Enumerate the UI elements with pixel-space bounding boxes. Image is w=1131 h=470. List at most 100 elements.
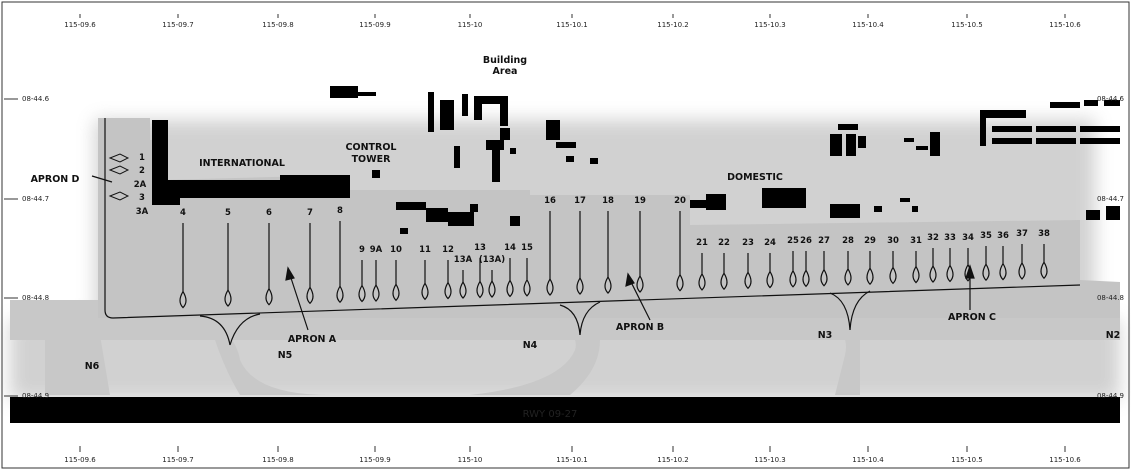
gate-label: 2 <box>139 166 145 176</box>
longitude-label-bottom: 115-09.8 <box>262 456 293 464</box>
longitude-label-top: 115-09.9 <box>359 21 390 29</box>
apron-c-label: APRON C <box>948 312 996 323</box>
apron-d-label: APRON D <box>31 174 80 185</box>
gate-label: 15 <box>521 243 533 253</box>
longitude-label-top: 115-10.6 <box>1049 21 1081 29</box>
longitude-label-bottom: 115-10.4 <box>852 456 884 464</box>
gate-label: 19 <box>634 196 646 206</box>
longitude-label-top: 115-10 <box>458 21 483 29</box>
stand: 30 <box>887 236 899 285</box>
gate-label: 38 <box>1038 229 1050 239</box>
stand: 16 <box>544 196 556 296</box>
gate-label: 10 <box>390 245 402 255</box>
latitude-label-right: 08-44.7 <box>1097 195 1124 203</box>
longitude-label-top: 115-09.6 <box>64 21 96 29</box>
gate-label: 22 <box>718 238 730 248</box>
stand: 21 <box>696 238 708 291</box>
gate-label: 27 <box>818 236 830 246</box>
apron-d-gates: 1 2 2A 3 3A <box>108 153 149 217</box>
building-area-label-1: Building <box>483 55 527 66</box>
stand: 4 <box>179 208 187 309</box>
gate-label: 13A <box>454 255 473 265</box>
latitude-label-right: 08-44.8 <box>1097 294 1124 302</box>
longitude-label-top: 115-10.3 <box>754 21 785 29</box>
gate-label: 14 <box>504 243 516 253</box>
stand: 8 <box>336 206 344 304</box>
latitude-label-left: 08-44.9 <box>22 392 49 400</box>
stand: (13A) <box>479 255 505 298</box>
longitude-label-top: 115-10.4 <box>852 21 884 29</box>
stand: 18 <box>602 196 614 294</box>
stand: 23 <box>742 238 754 290</box>
stand: 7 <box>306 208 314 305</box>
domestic-label: DOMESTIC <box>727 172 783 183</box>
stand: 13 <box>474 243 486 299</box>
terminal-international <box>152 120 380 205</box>
gate-label: 25 <box>787 236 799 246</box>
longitude-label-bottom: 115-09.7 <box>162 456 193 464</box>
longitude-label-top: 115-10.1 <box>556 21 587 29</box>
stand: 20 <box>674 196 686 292</box>
stand: 35 <box>980 231 992 282</box>
gate-label: 9A <box>370 245 383 255</box>
taxiway-labels: N6 N5 N4 N3 N2 <box>85 330 1121 372</box>
stand: 6 <box>265 208 273 306</box>
stand: 13A <box>454 255 473 299</box>
stand: 24 <box>764 238 776 289</box>
arrows <box>91 175 975 331</box>
gate-label: 3 <box>139 193 145 203</box>
runway-label: RWY 09-27 <box>523 409 578 420</box>
gate-label: 21 <box>696 238 708 248</box>
longitude-label-bottom: 115-09.6 <box>64 456 96 464</box>
gate-label: 37 <box>1016 229 1028 239</box>
longitude-label-top: 115-10.5 <box>951 21 982 29</box>
gate-label: 32 <box>927 233 939 243</box>
stand: 26 <box>800 236 812 288</box>
stand: 37 <box>1016 229 1028 280</box>
longitude-label-bottom: 115-10.3 <box>754 456 785 464</box>
stand: 32 <box>927 233 939 283</box>
longitude-label-bottom: 115-10.6 <box>1049 456 1081 464</box>
gate-label: 8 <box>337 206 343 216</box>
control-tower-label-1: CONTROL <box>346 142 397 153</box>
stand: 11 <box>419 245 431 301</box>
stand: 5 <box>224 208 232 307</box>
gate-label: 17 <box>574 196 586 206</box>
gate-label: 12 <box>442 245 454 255</box>
apron-pavement <box>98 118 1120 318</box>
gate-label: 33 <box>944 233 956 243</box>
longitude-label-bottom: 115-10.2 <box>657 456 688 464</box>
stand: 27 <box>818 236 830 287</box>
stand: 22 <box>718 238 730 290</box>
taxiway-n5: N5 <box>278 350 293 361</box>
gate-label: 3A <box>136 207 149 217</box>
latitude-label-right: 08-44.6 <box>1097 95 1125 103</box>
runway <box>10 397 1120 423</box>
gate-label: 34 <box>962 233 974 243</box>
apron-a-label: APRON A <box>288 334 337 345</box>
stand: 28 <box>842 236 854 286</box>
stand: 36 <box>997 231 1009 281</box>
stand: 33 <box>944 233 956 283</box>
control-tower-label-2: TOWER <box>352 154 392 165</box>
stand: 31 <box>910 236 922 284</box>
longitude-label-top: 115-09.8 <box>262 21 293 29</box>
gate-label: 1 <box>139 153 145 163</box>
taxi-centerlines <box>104 118 1081 346</box>
stand: 9A <box>370 245 383 302</box>
gate-label: 16 <box>544 196 556 206</box>
gate-label: 18 <box>602 196 614 206</box>
longitude-label-top: 115-10.2 <box>657 21 688 29</box>
gate-label: 24 <box>764 238 776 248</box>
taxiway-n2: N2 <box>1106 330 1121 341</box>
gate-label: 6 <box>266 208 272 218</box>
latitude-label-left: 08-44.7 <box>22 195 49 203</box>
gate-label: 2A <box>134 180 147 190</box>
gate-label: 23 <box>742 238 754 248</box>
longitude-label-bottom: 115-09.9 <box>359 456 390 464</box>
buildings <box>330 86 1120 234</box>
longitude-label-bottom: 115-10.1 <box>556 456 587 464</box>
longitude-label-bottom: 115-10 <box>458 456 483 464</box>
